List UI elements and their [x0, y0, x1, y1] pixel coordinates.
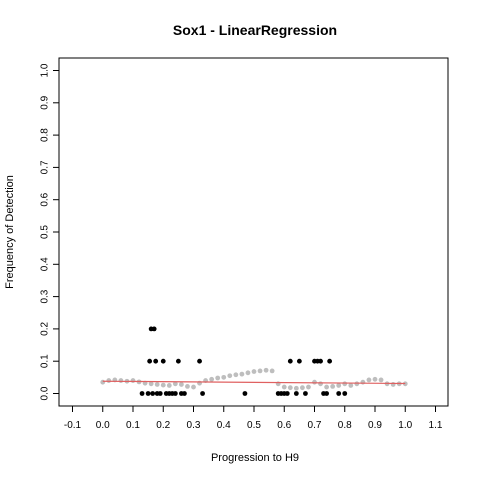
y-tick-label-7: 0.7 [40, 160, 51, 174]
x-tick-label-8: 0.7 [308, 420, 322, 431]
smoothed-point-23 [240, 372, 245, 377]
smoothed-point-21 [227, 373, 232, 378]
observed-point-23 [285, 391, 290, 396]
smoothed-point-33 [300, 385, 305, 390]
smoothed-point-24 [246, 370, 251, 375]
x-tick-label-0: -0.1 [64, 420, 82, 431]
x-axis: -0.1 0.0 0.1 0.2 0.3 0.4 0.5 0.6 0.7 0.8 0.9 1.0 1.1 [64, 406, 443, 431]
smoothed-point-44 [367, 378, 372, 383]
y-tick-label-2: 0.2 [40, 322, 51, 336]
x-tick-label-3: 0.2 [156, 420, 170, 431]
smoothed-point-26 [258, 368, 263, 373]
x-tick-label-4: 0.3 [187, 420, 201, 431]
fit-line [103, 381, 406, 383]
smoothed-point-28 [270, 368, 275, 373]
y-tick-label-6: 0.6 [40, 192, 51, 206]
x-tick-label-10: 0.9 [368, 420, 382, 431]
smoothed-point-43 [361, 380, 366, 385]
observed-point-6 [197, 359, 202, 364]
smoothed-point-27 [264, 368, 269, 373]
y-axis: 0.0 0.1 0.2 0.3 0.4 0.5 0.6 0.7 0.8 0.9 1.0 [40, 63, 60, 400]
smoothed-point-20 [221, 375, 226, 380]
smoothed-point-45 [373, 377, 378, 382]
smoothed-point-18 [209, 377, 214, 382]
observed-point-4 [161, 359, 166, 364]
smoothed-point-39 [336, 383, 341, 388]
y-tick-label-4: 0.4 [40, 257, 51, 271]
plot-frame [59, 58, 448, 406]
y-tick-label-5: 0.5 [40, 225, 51, 239]
smoothed-point-30 [282, 385, 287, 390]
smoothed-point-11 [167, 383, 172, 388]
observed-point-18 [200, 391, 205, 396]
y-tick-label-1: 0.1 [40, 354, 51, 368]
y-tick-label-0: 0.0 [40, 386, 51, 400]
x-tick-label-9: 0.8 [338, 420, 352, 431]
observed-point-32 [324, 391, 329, 396]
y-axis-label: Frequency of Detection [4, 175, 16, 289]
smoothed-point-15 [191, 385, 196, 390]
observed-point-3 [153, 359, 158, 364]
x-axis-label: Progression to H9 [211, 452, 299, 464]
chart-title: Sox1 - LinearRegression [173, 22, 337, 38]
observed-point-11 [158, 391, 163, 396]
smoothed-point-34 [306, 385, 311, 390]
x-tick-label-1: 0.0 [96, 420, 110, 431]
smoothed-point-41 [348, 383, 353, 388]
observed-point-1 [152, 327, 157, 332]
observed-point-35 [342, 391, 347, 396]
smoothed-series [100, 368, 407, 391]
observed-point-2 [147, 359, 152, 364]
smoothed-point-3 [119, 378, 124, 383]
smoothed-point-36 [318, 381, 323, 386]
smoothed-point-13 [179, 382, 184, 387]
observed-point-17 [182, 391, 187, 396]
regression-line [103, 381, 406, 383]
observed-point-19 [243, 391, 248, 396]
smoothed-point-37 [324, 385, 329, 390]
y-tick-label-9: 0.9 [40, 95, 51, 109]
smoothed-point-25 [252, 369, 257, 374]
smoothed-point-1 [106, 378, 111, 383]
smoothed-point-10 [161, 383, 166, 388]
x-tick-label-12: 1.1 [429, 420, 443, 431]
y-tick-label-3: 0.3 [40, 289, 51, 303]
observed-point-5 [176, 359, 181, 364]
smoothed-point-35 [312, 380, 317, 385]
smoothed-point-48 [391, 382, 396, 387]
observed-point-8 [146, 391, 151, 396]
smoothed-point-0 [100, 380, 105, 385]
smoothed-point-31 [288, 385, 293, 390]
smoothed-point-42 [354, 381, 359, 386]
x-tick-label-6: 0.5 [247, 420, 261, 431]
observed-point-9 [150, 391, 155, 396]
smoothed-point-5 [131, 378, 136, 383]
smoothed-point-40 [342, 381, 347, 386]
observed-point-30 [318, 359, 323, 364]
smoothed-point-32 [294, 386, 299, 391]
smoothed-point-38 [330, 384, 335, 389]
x-tick-label-11: 1.0 [398, 420, 412, 431]
smoothed-point-19 [215, 376, 220, 381]
x-tick-label-2: 0.1 [126, 420, 140, 431]
smoothed-point-14 [185, 384, 190, 389]
x-tick-label-5: 0.4 [217, 420, 231, 431]
observed-point-24 [288, 359, 293, 364]
y-tick-label-10: 1.0 [40, 63, 51, 77]
observed-point-7 [140, 391, 145, 396]
smoothed-point-9 [155, 382, 160, 387]
x-tick-label-7: 0.6 [277, 420, 291, 431]
observed-point-34 [336, 391, 341, 396]
observed-point-33 [327, 359, 332, 364]
observed-point-26 [294, 391, 299, 396]
observed-point-15 [173, 391, 178, 396]
smoothed-point-22 [233, 372, 238, 377]
observed-point-25 [297, 359, 302, 364]
smoothed-point-46 [379, 378, 384, 383]
y-tick-label-8: 0.8 [40, 128, 51, 142]
observed-point-27 [303, 391, 308, 396]
